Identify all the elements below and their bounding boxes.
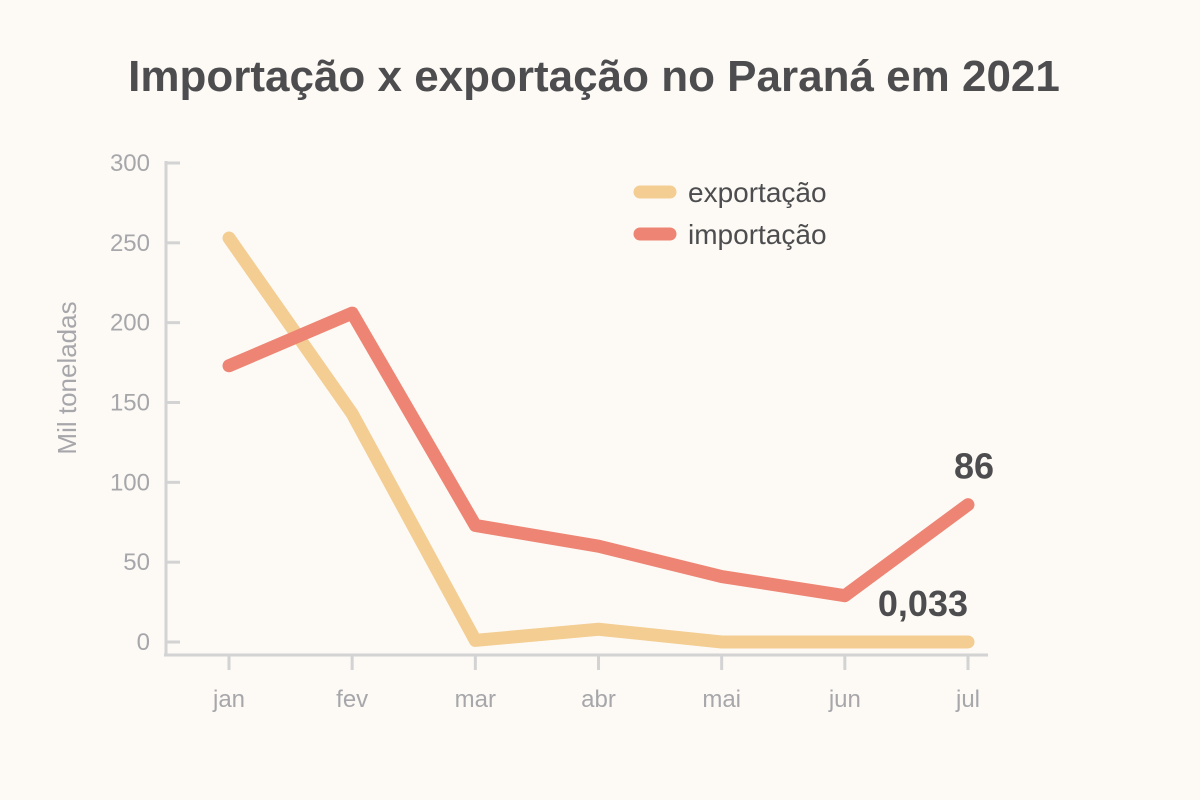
x-tick-label: abr <box>581 686 616 713</box>
x-tick-label: jul <box>955 686 980 713</box>
series-line-exportacao <box>222 231 975 649</box>
legend-label-exportacao: exportação <box>688 177 827 208</box>
x-tick-label: mai <box>702 686 741 713</box>
y-tick-label: 150 <box>110 390 150 417</box>
x-tick-label: fev <box>336 686 368 713</box>
y-tick-label: 100 <box>110 469 150 496</box>
x-ticks: jan fev mar abr mai jun jul <box>212 655 980 713</box>
data-labels: 0,033 86 <box>878 446 994 624</box>
y-tick-label: 200 <box>110 310 150 337</box>
data-label-exportacao: 0,033 <box>878 583 968 624</box>
y-tick-label: 0 <box>137 629 150 656</box>
x-tick-label: jan <box>212 686 245 713</box>
y-ticks: 0 50 100 150 200 250 300 <box>110 150 180 656</box>
x-tick-label: jun <box>828 686 861 713</box>
y-axis-label: Mil toneladas <box>52 301 82 454</box>
series-line-importacao <box>222 306 975 603</box>
legend: exportação importação <box>633 177 827 250</box>
x-tick-label: mar <box>455 686 496 713</box>
data-label-importacao: 86 <box>954 446 994 487</box>
series-lines <box>222 231 975 649</box>
chart-title: Importação x exportação no Paraná em 202… <box>128 52 1060 101</box>
y-tick-label: 50 <box>123 549 150 576</box>
legend-label-importacao: importação <box>688 219 827 250</box>
y-tick-label: 300 <box>110 150 150 177</box>
y-tick-label: 250 <box>110 230 150 257</box>
